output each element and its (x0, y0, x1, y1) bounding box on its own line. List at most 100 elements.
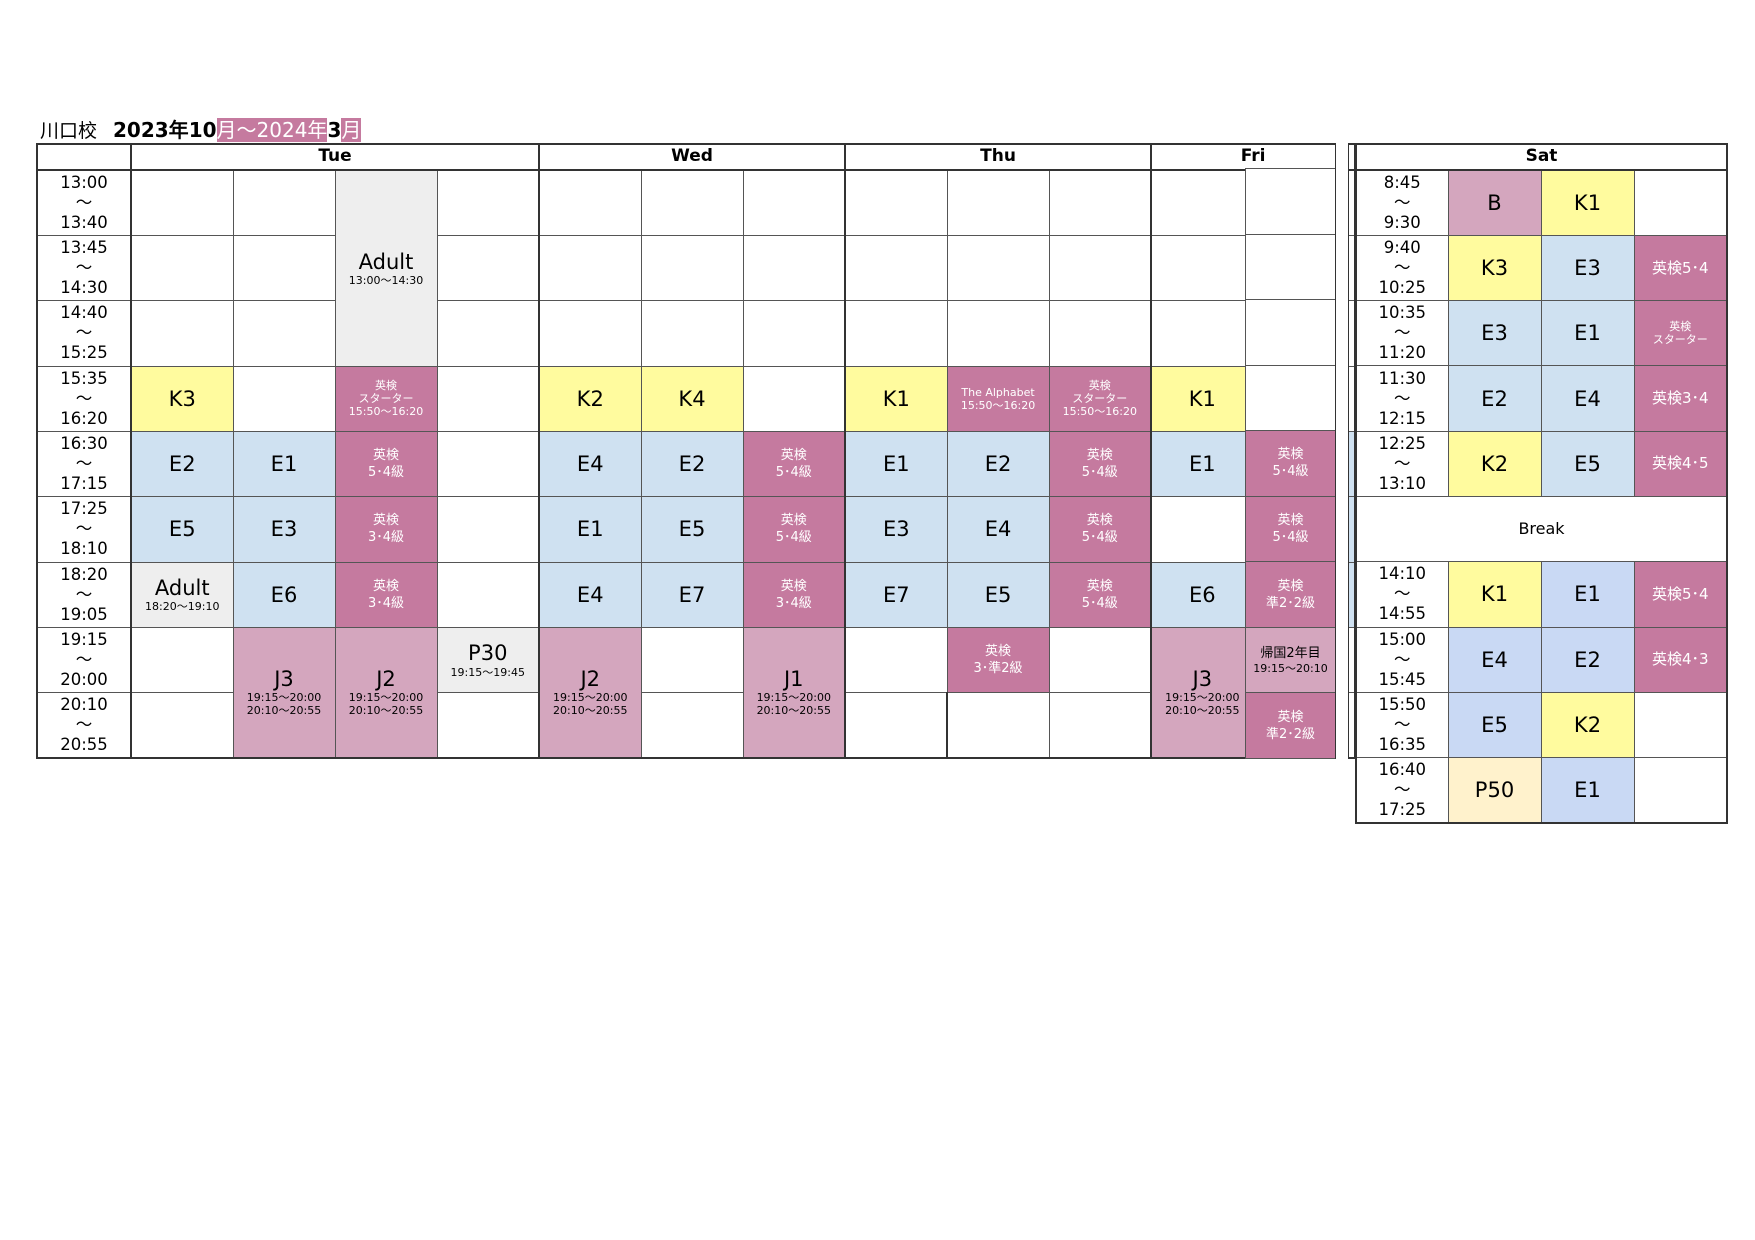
class-k2: K2 (1540, 691, 1635, 759)
class-k1: K1 (1150, 365, 1254, 432)
time-slot: 17:25 ～ 18:10 (36, 496, 132, 563)
empty-cell (436, 430, 540, 498)
class-e6: E6 (1150, 561, 1254, 628)
empty-cell (436, 561, 540, 628)
class-eiken: 英検 5･4級 (1048, 496, 1152, 563)
empty-cell (742, 169, 846, 236)
empty-cell (538, 300, 642, 367)
class-eiken-starter: 英検 スターター 15:50～16:20 (1048, 365, 1152, 432)
empty-cell (436, 365, 540, 432)
school-name: 川口校 (40, 120, 98, 142)
empty-cell (742, 234, 846, 302)
empty-cell (1150, 496, 1254, 563)
class-e1: E1 (1540, 561, 1635, 628)
time-slot: 9:40 ～ 10:25 (1355, 234, 1449, 302)
class-e5: E5 (1540, 430, 1635, 498)
time-slot: 15:00 ～ 15:45 (1355, 626, 1449, 693)
day-header-thu: Thu (844, 143, 1152, 172)
empty-cell (946, 169, 1050, 236)
empty-cell (130, 169, 234, 236)
class-eiken: 英検 5･4級 (742, 496, 846, 563)
class-eiken: 英検 準2･2級 (1245, 692, 1336, 759)
class-k3: K3 (130, 365, 234, 432)
class-k2: K2 (538, 365, 642, 432)
class-eiken: 英検 5･4級 (1048, 561, 1152, 628)
class-k2: K2 (1447, 430, 1542, 498)
corner-cell (36, 143, 132, 172)
day-header-tue: Tue (130, 143, 540, 172)
time-slot: 10:35 ～ 11:20 (1355, 300, 1449, 367)
empty-cell (742, 365, 846, 432)
class-j3: J3 19:15～20:00 20:10～20:55 (1150, 626, 1254, 759)
empty-cell (844, 626, 948, 694)
class-eiken: 英検 5･4級 (1245, 430, 1336, 497)
class-kikoku: 帰国2年目 19:15～20:10 (1245, 626, 1336, 694)
class-eiken43: 英検4･3 (1633, 626, 1728, 693)
day-header-sat: Sat (1355, 143, 1728, 172)
class-k4: K4 (640, 365, 744, 432)
class-e1: E1 (1540, 757, 1635, 824)
class-eiken45: 英検4･5 (1633, 430, 1728, 498)
class-e1: E1 (1150, 430, 1254, 498)
class-e4: E4 (1447, 626, 1542, 693)
empty-cell (844, 300, 948, 367)
time-slot: 14:10 ～ 14:55 (1355, 561, 1449, 628)
empty-cell (946, 300, 1050, 367)
empty-cell (436, 234, 540, 302)
class-k1: K1 (1447, 561, 1542, 628)
class-eiken: 英検 準2･2級 (1245, 561, 1336, 628)
class-eiken34: 英検3･4 (1633, 365, 1728, 432)
class-eiken: 英検 5･4級 (334, 430, 438, 498)
break-row: Break (1355, 496, 1728, 563)
empty-cell (1048, 300, 1152, 367)
class-e5: E5 (130, 496, 234, 563)
class-eiken: 英検 5･4級 (1245, 495, 1336, 563)
empty-cell (946, 234, 1050, 302)
saturday-timetable: Sat 8:45 ～ 9:30 B K1 9:40 ～ 10:25 K3 E3 英検5･… (1355, 143, 1729, 824)
empty-cell (640, 626, 744, 694)
class-e6: E6 (232, 561, 336, 628)
class-e2: E2 (130, 430, 234, 498)
class-e2: E2 (1540, 626, 1635, 693)
empty-cell (1150, 300, 1254, 367)
day-header-fri: Fri (1150, 143, 1356, 172)
class-eiken54: 英検5･4 (1633, 234, 1728, 302)
time-slot: 18:20 ～ 19:05 (36, 561, 132, 628)
empty-cell (1633, 757, 1728, 824)
empty-cell (1048, 626, 1152, 694)
day-header-wed: Wed (537, 143, 846, 172)
empty-cell (436, 300, 540, 367)
empty-cell (1048, 169, 1152, 236)
empty-cell (1633, 169, 1728, 236)
class-e2: E2 (1447, 365, 1542, 432)
empty-cell (640, 169, 744, 236)
friday-extra-column: 英検 5･4級 英検 5･4級 英検 準2･2級 帰国2年目 19:15～20:10 英… (1245, 168, 1336, 759)
class-k3: K3 (1447, 234, 1542, 302)
class-e5: E5 (1447, 691, 1542, 759)
class-eiken: 英検 5･4級 (1048, 430, 1152, 498)
time-slot: 13:45 ～ 14:30 (36, 234, 132, 302)
class-e5: E5 (946, 561, 1050, 628)
empty-cell (538, 234, 642, 302)
class-e1: E1 (232, 430, 336, 498)
column-separator (1335, 143, 1349, 759)
class-e4: E4 (538, 430, 642, 498)
class-j3: J3 19:15～20:00 20:10～20:55 (232, 626, 336, 759)
class-j1: J1 19:15～20:00 20:10～20:55 (742, 626, 846, 759)
time-slot: 20:10 ～ 20:55 (36, 692, 132, 759)
empty-cell (946, 692, 1050, 759)
class-e4: E4 (538, 561, 642, 628)
class-e1: E1 (1540, 300, 1635, 367)
class-alphabet: The Alphabet 15:50～16:20 (946, 365, 1050, 432)
time-slot: 19:15 ～ 20:00 (36, 626, 132, 694)
page-title: 川口校 2023年10月～2024年3月 (40, 114, 362, 142)
empty-cell (640, 300, 744, 367)
class-e2: E2 (946, 430, 1050, 498)
empty-cell (1245, 364, 1336, 432)
class-b: B (1447, 169, 1542, 236)
empty-cell (232, 234, 336, 302)
class-adult: Adult 18:20～19:10 (130, 561, 234, 628)
class-e3: E3 (232, 496, 336, 563)
time-slot: 14:40 ～ 15:25 (36, 300, 132, 367)
empty-cell (538, 169, 642, 236)
